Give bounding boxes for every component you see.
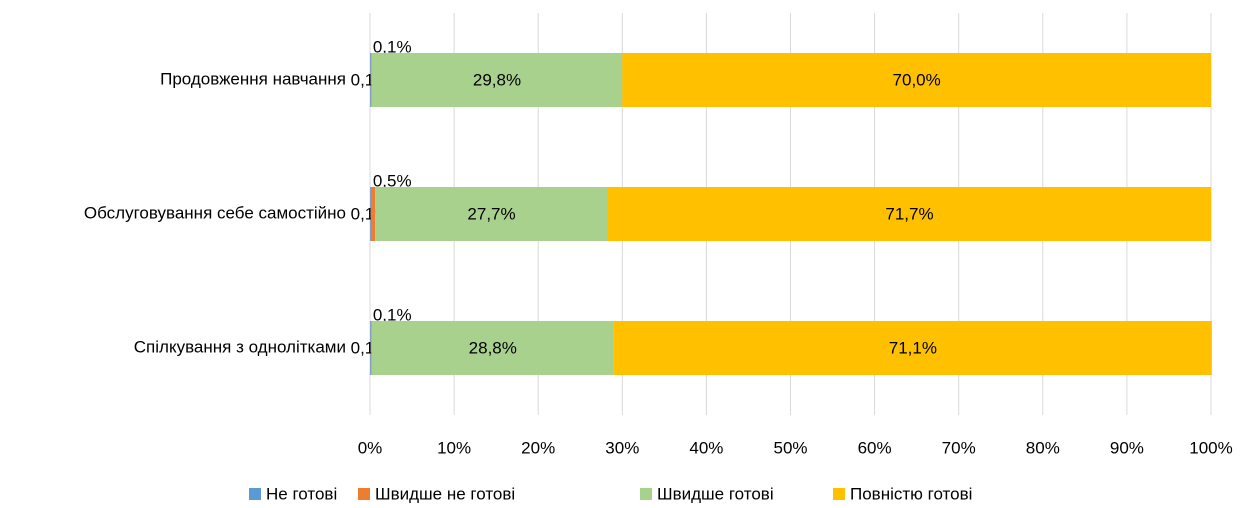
data-label: 70,0%: [893, 70, 941, 89]
y-tick-label: Спілкування з однолітками: [134, 337, 346, 356]
bar-segment: [622, 53, 1211, 107]
legend-swatch: [358, 488, 370, 500]
legend-label: Повністю готові: [850, 484, 972, 503]
legend-label: Швидше не готові: [375, 484, 515, 503]
data-label: 28,8%: [469, 338, 517, 357]
legend-swatch: [833, 488, 845, 500]
legend-swatch: [249, 488, 261, 500]
legend-label: Швидше готові: [657, 484, 774, 503]
legend-label: Не готові: [266, 484, 337, 503]
bar-segment: [375, 187, 609, 241]
x-tick-label: 100%: [1189, 438, 1232, 457]
y-tick-label: Продовження навчання: [160, 69, 346, 88]
bar-segment: [370, 53, 372, 107]
bar-segment: [370, 321, 372, 375]
data-label: 71,7%: [885, 204, 933, 223]
x-tick-label: 0%: [358, 438, 383, 457]
data-label: 71,1%: [889, 338, 937, 357]
x-tick-label: 60%: [858, 438, 892, 457]
x-tick-label: 20%: [521, 438, 555, 457]
data-label: 0,1%: [373, 37, 412, 56]
bar-segment: [370, 321, 371, 375]
bar-segment: [613, 321, 1212, 375]
bar-segment: [371, 321, 614, 375]
x-tick-label: 40%: [689, 438, 723, 457]
data-label: 29,8%: [473, 70, 521, 89]
x-tick-label: 70%: [942, 438, 976, 457]
bar-segment: [370, 187, 371, 241]
x-tick-label: 30%: [605, 438, 639, 457]
data-label: 27,7%: [467, 204, 515, 223]
x-tick-label: 10%: [437, 438, 471, 457]
bar-segment: [370, 187, 376, 241]
legend-swatch: [640, 488, 652, 500]
bar-segment: [608, 187, 1211, 241]
data-label: 0,1%: [373, 305, 412, 324]
data-label: 0,5%: [373, 171, 412, 190]
x-tick-label: 50%: [773, 438, 807, 457]
bar-segment: [371, 53, 623, 107]
x-tick-label: 80%: [1026, 438, 1060, 457]
y-tick-label: Обслуговування себе самостійно: [84, 203, 346, 222]
bar-segment: [370, 53, 371, 107]
x-tick-label: 90%: [1110, 438, 1144, 457]
